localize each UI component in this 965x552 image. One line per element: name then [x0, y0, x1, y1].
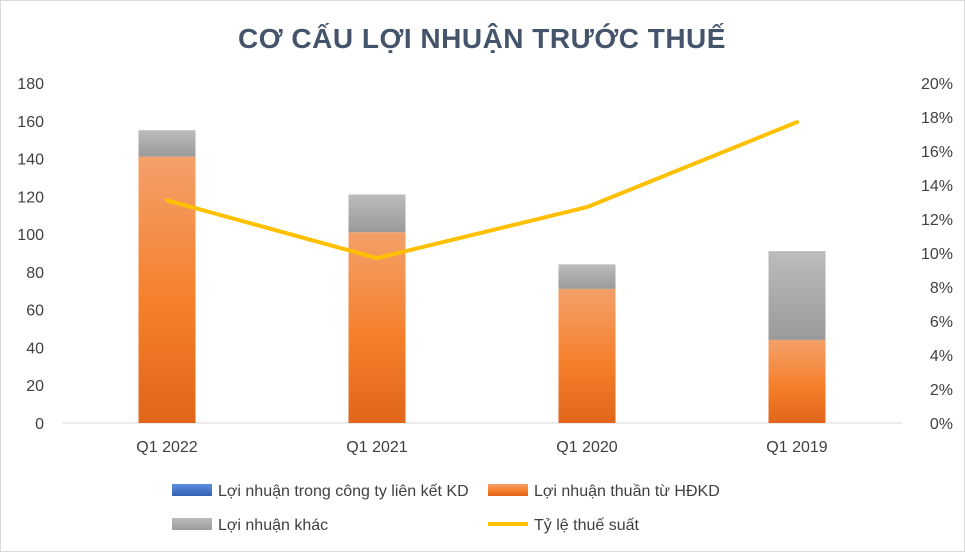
legend-item-associates: Lợi nhuận trong công ty liên kết KD	[172, 483, 469, 500]
category-label: Q1 2021	[346, 439, 407, 456]
legend-swatch-other-profit	[172, 518, 212, 530]
bar-other-profit	[768, 251, 826, 340]
right-tick-label: 2%	[930, 382, 953, 399]
legend-label-associates: Lợi nhuận trong công ty liên kết KD	[218, 483, 469, 500]
category-labels: Q1 2022 Q1 2021 Q1 2020 Q1 2019	[136, 439, 827, 456]
left-tick-label: 40	[26, 340, 44, 357]
category-label: Q1 2019	[766, 439, 827, 456]
left-tick-label: 120	[17, 189, 44, 206]
right-tick-label: 8%	[930, 280, 953, 297]
right-tick-label: 20%	[921, 76, 953, 93]
legend-item-other-profit: Lợi nhuận khác	[172, 517, 328, 534]
right-tick-label: 16%	[921, 144, 953, 161]
right-axis-ticks: 0% 2% 4% 6% 8% 10% 12% 14% 16% 18% 20%	[921, 76, 953, 433]
category-label: Q1 2020	[556, 439, 617, 456]
left-tick-label: 20	[26, 378, 44, 395]
left-tick-label: 180	[17, 76, 44, 93]
bar-other-profit	[348, 194, 406, 233]
legend-swatch-associates	[172, 484, 212, 496]
bars	[138, 130, 826, 423]
bar-other-profit	[558, 264, 616, 289]
right-tick-label: 6%	[930, 314, 953, 331]
left-axis-ticks: 0 20 40 60 80 100 120 140 160 180	[17, 76, 44, 433]
right-tick-label: 10%	[921, 246, 953, 263]
left-tick-label: 60	[26, 303, 44, 320]
legend-label-tax-rate: Tỷ lệ thuế suất	[534, 517, 640, 534]
bar-operating-profit	[138, 156, 196, 423]
right-tick-label: 0%	[930, 416, 953, 433]
legend: Lợi nhuận trong công ty liên kết KD Lợi …	[172, 483, 720, 534]
legend-item-operating-profit: Lợi nhuận thuần từ HĐKD	[488, 483, 720, 500]
bar-operating-profit	[558, 288, 616, 423]
bar-other-profit	[138, 130, 196, 157]
right-tick-label: 14%	[921, 178, 953, 195]
legend-item-tax-rate: Tỷ lệ thuế suất	[488, 517, 640, 534]
left-tick-label: 140	[17, 152, 44, 169]
right-tick-label: 12%	[921, 212, 953, 229]
legend-label-operating-profit: Lợi nhuận thuần từ HĐKD	[534, 483, 720, 500]
left-tick-label: 80	[26, 265, 44, 282]
tax-rate-line-layer	[165, 120, 799, 261]
left-tick-label: 100	[17, 227, 44, 244]
chart-title: CƠ CẤU LỢI NHUẬN TRƯỚC THUẾ	[238, 23, 726, 54]
tax-rate-line	[165, 120, 799, 261]
bar-operating-profit	[768, 339, 826, 423]
left-tick-label: 0	[35, 416, 44, 433]
category-label: Q1 2022	[136, 439, 197, 456]
legend-label-other-profit: Lợi nhuận khác	[218, 517, 328, 534]
left-tick-label: 160	[17, 114, 44, 131]
legend-swatch-operating-profit	[488, 484, 528, 496]
right-tick-label: 18%	[921, 110, 953, 127]
right-tick-label: 4%	[930, 348, 953, 365]
bar-operating-profit	[348, 232, 406, 423]
